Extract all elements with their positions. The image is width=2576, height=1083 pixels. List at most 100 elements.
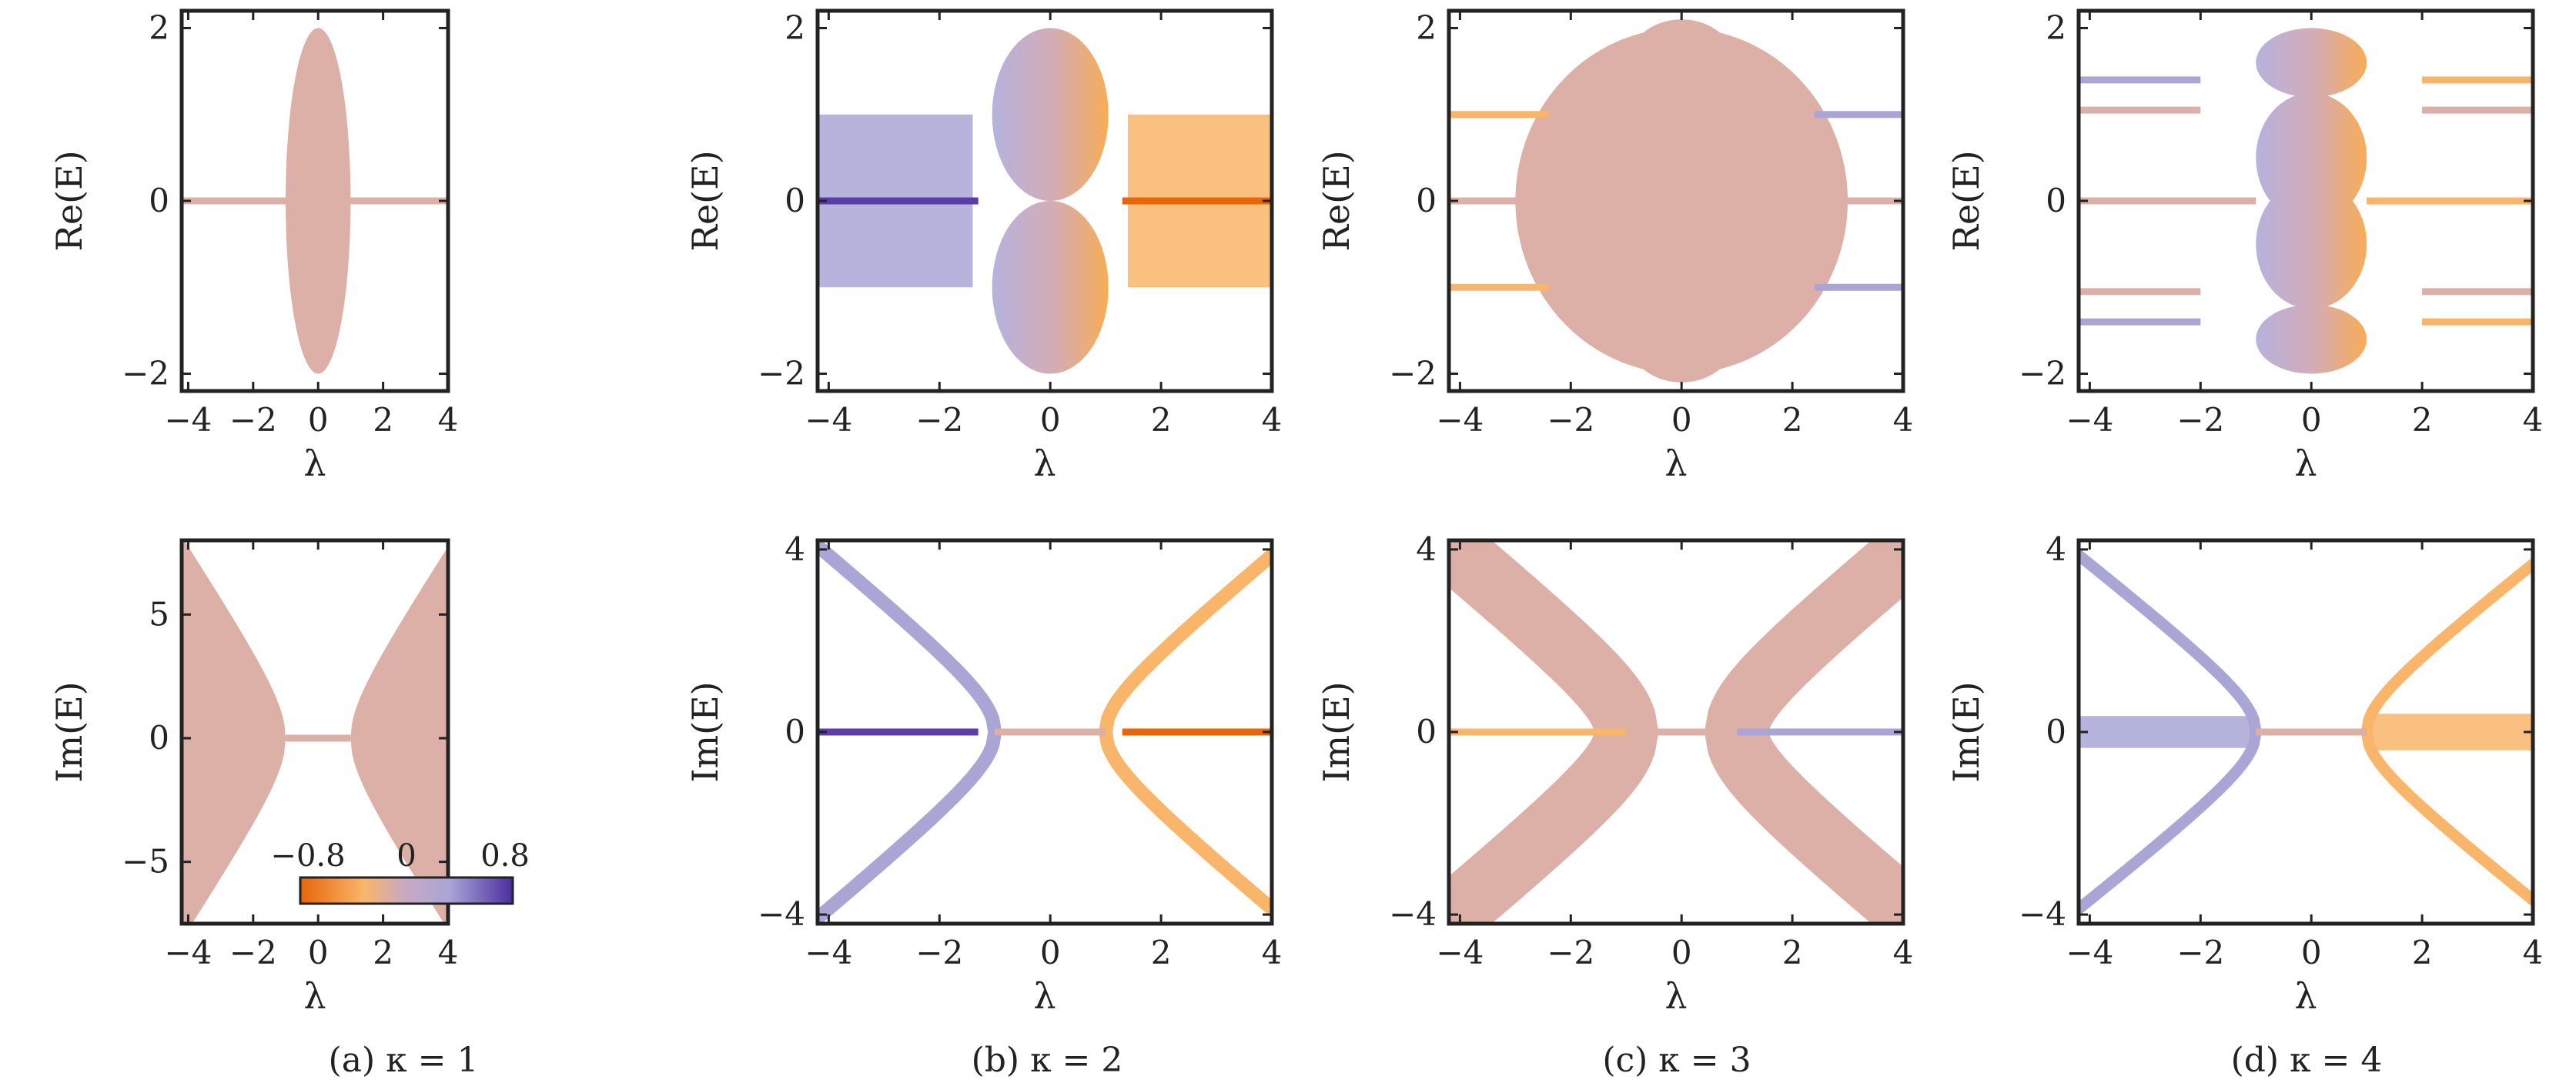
y-tick-label: −2 — [2019, 355, 2066, 393]
x-axis-label: λ — [2294, 443, 2317, 484]
x-tick-label: −4 — [164, 934, 212, 971]
x-tick-label: 0 — [1671, 401, 1692, 439]
x-axis-label: λ — [1664, 975, 1687, 1017]
y-tick-label: 0 — [2046, 182, 2066, 219]
y-tick-label: 2 — [785, 8, 805, 46]
panel-a-top: −4 −2 0 2 4 −2 0 2 λ Re(E) — [49, 8, 458, 484]
spectrum-branch — [1705, 700, 1903, 924]
plot-area — [2079, 28, 2533, 374]
y-tick-label: −4 — [758, 895, 805, 933]
x-axis-label: λ — [1664, 443, 1687, 484]
y-tick-label: 4 — [2046, 530, 2066, 568]
plot-frame — [179, 538, 450, 926]
plot-area — [818, 540, 1272, 924]
spectrum-region — [1626, 19, 1738, 115]
x-axis-label: λ — [1033, 443, 1055, 484]
y-axis-label: Re(E) — [1945, 150, 1987, 251]
x-tick-label: 0 — [2301, 934, 2322, 971]
spectrum-branch — [2079, 726, 2262, 915]
x-tick-label: −4 — [2066, 934, 2113, 971]
x-tick-label: −2 — [1547, 934, 1594, 971]
x-tick-label: 2 — [2412, 401, 2433, 439]
x-tick-label: 2 — [373, 401, 393, 439]
y-tick-label: 4 — [1416, 530, 1437, 568]
spectrum-region — [992, 201, 1109, 374]
x-axis-label: λ — [1033, 975, 1055, 1017]
spectrum-branch — [2360, 726, 2533, 906]
colorbar-tick-label: −0.8 — [270, 838, 345, 874]
x-tick-label: 2 — [373, 934, 393, 971]
x-tick-label: −4 — [805, 934, 852, 971]
y-tick-label: 2 — [2046, 8, 2066, 46]
y-tick-label: 0 — [1416, 713, 1437, 750]
spectrum-region — [350, 547, 448, 924]
spectrum-region — [182, 540, 286, 924]
colorbar-bar — [299, 876, 514, 905]
x-axis-label: λ — [2294, 975, 2317, 1017]
x-tick-label: −4 — [164, 401, 212, 439]
x-tick-label: −2 — [2176, 934, 2224, 971]
spectrum-branch — [1099, 725, 1272, 916]
x-tick-label: 2 — [1782, 401, 1803, 439]
colorbar-tick-label: 0.8 — [480, 838, 530, 874]
plot-area — [182, 540, 448, 924]
x-tick-label: 4 — [2523, 401, 2544, 439]
spectrum-branch — [1705, 540, 1903, 764]
caption-a: (a) κ = 1 — [329, 1041, 479, 1080]
y-tick-label: 0 — [2046, 713, 2066, 750]
spectrum-branch — [1099, 548, 1272, 739]
panel-d-bottom: −4 −2 0 2 4 −4 0 4 λ Im(E) — [1945, 530, 2543, 1017]
panel-a-bottom: −4 −2 0 2 4 −5 0 5 λ Im(E) — [49, 538, 458, 1017]
spectrum-region — [2256, 179, 2367, 309]
colorbar: −0.8 0 0.8 — [270, 838, 530, 905]
x-tick-label: 2 — [1151, 934, 1172, 971]
x-tick-label: 2 — [1782, 934, 1803, 971]
x-tick-label: 0 — [308, 401, 329, 439]
x-tick-label: 4 — [1893, 934, 1914, 971]
spectrum-branch — [1449, 540, 1658, 764]
y-tick-label: 0 — [149, 182, 169, 219]
caption-d: (d) κ = 4 — [2231, 1041, 2383, 1080]
y-tick-label: 5 — [149, 595, 169, 633]
y-axis-label: Re(E) — [1316, 150, 1357, 251]
captions: (a) κ = 1 (b) κ = 2 (c) κ = 3 (d) κ = 4 — [329, 1041, 2383, 1080]
x-axis-label: λ — [303, 975, 326, 1017]
x-tick-label: −4 — [1436, 934, 1484, 971]
y-tick-label: 0 — [785, 713, 805, 750]
x-tick-label: 0 — [1040, 934, 1061, 971]
spectrum-branch — [1449, 700, 1658, 924]
panel-b-bottom: −4 −2 0 2 4 −4 0 4 λ Im(E) — [684, 530, 1282, 1017]
panel-c-bottom: −4 −2 0 2 4 −4 0 4 λ Im(E) — [1316, 530, 1913, 1017]
y-tick-label: −4 — [1389, 895, 1437, 933]
x-tick-label: −2 — [229, 401, 277, 439]
y-tick-label: 4 — [785, 530, 805, 568]
y-tick-label: 0 — [149, 719, 169, 757]
y-tick-label: −2 — [1389, 355, 1437, 393]
y-tick-label: −5 — [122, 843, 169, 881]
x-tick-label: 2 — [2412, 934, 2433, 971]
spectrum-region — [286, 28, 351, 374]
y-axis-label: Im(E) — [49, 681, 90, 782]
colorbar-tick-label: 0 — [396, 838, 416, 874]
plot-area — [1449, 540, 1903, 924]
x-tick-label: −2 — [229, 934, 277, 971]
spectrum-branch — [2079, 549, 2262, 738]
x-tick-label: −2 — [915, 401, 963, 439]
caption-c: (c) κ = 3 — [1602, 1041, 1751, 1080]
y-tick-label: 0 — [1416, 182, 1437, 219]
x-tick-label: 2 — [1151, 401, 1172, 439]
x-tick-label: 4 — [1893, 401, 1914, 439]
plot-area — [2079, 549, 2533, 915]
y-axis-label: Im(E) — [1945, 681, 1987, 782]
x-tick-label: 0 — [2301, 401, 2322, 439]
spectrum-region — [2256, 28, 2367, 98]
y-axis-label: Re(E) — [684, 150, 726, 251]
y-tick-label: 2 — [1416, 8, 1437, 46]
x-tick-label: −4 — [2066, 401, 2113, 439]
y-axis-label: Re(E) — [49, 150, 90, 251]
